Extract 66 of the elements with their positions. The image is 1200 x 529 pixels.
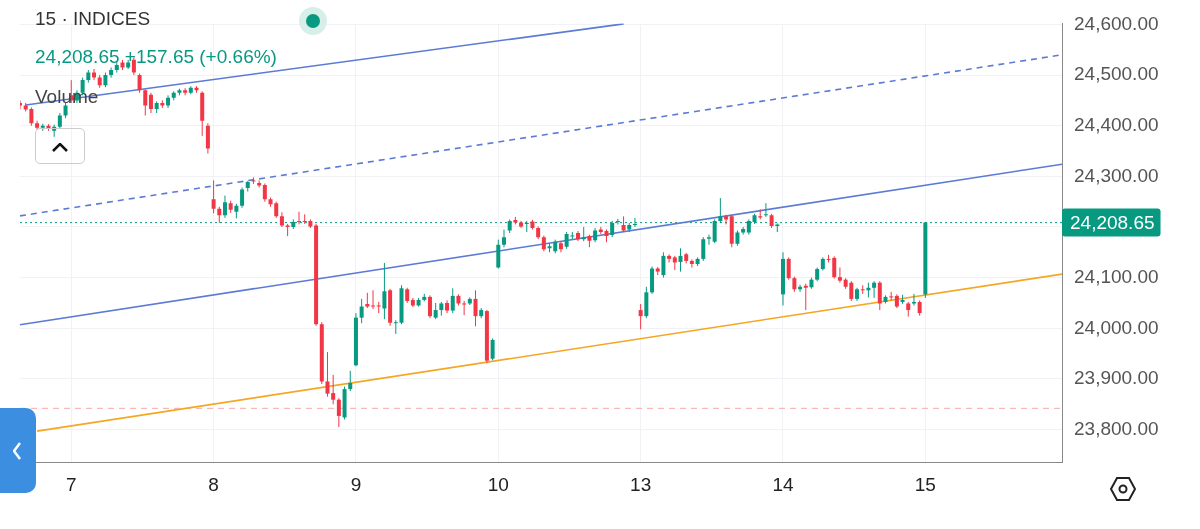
candlestick <box>262 182 267 203</box>
candlestick <box>490 337 495 361</box>
candlestick <box>183 87 188 96</box>
candlestick <box>758 208 763 220</box>
candlestick <box>701 236 706 262</box>
candlestick <box>661 251 666 279</box>
candlestick <box>724 214 729 225</box>
candlestick <box>496 239 501 270</box>
y-tick-label: 24,100.00 <box>1074 265 1159 287</box>
x-tick-label: 14 <box>772 473 794 495</box>
candlestick <box>877 280 882 311</box>
candlestick <box>706 234 711 246</box>
candlestick <box>450 287 455 314</box>
chart-title: 15 · INDICES <box>35 8 151 30</box>
candlestick <box>92 68 97 81</box>
candlestick <box>763 202 768 218</box>
x-tick-label: 13 <box>630 473 652 495</box>
candlestick <box>638 303 643 330</box>
candlestick <box>473 289 478 327</box>
candlestick <box>558 240 563 253</box>
candlestick <box>331 374 336 405</box>
candlestick <box>371 289 376 310</box>
candlestick <box>205 122 210 155</box>
candlestick <box>376 301 381 314</box>
candlestick <box>689 258 694 269</box>
candlestick <box>325 351 330 398</box>
candlestick <box>786 256 791 281</box>
candlestick <box>148 92 153 114</box>
candlestick <box>348 370 353 392</box>
candlestick <box>297 211 302 225</box>
candlestick <box>462 300 467 316</box>
y-tick-label: 23,900.00 <box>1074 367 1159 389</box>
candlestick <box>143 88 148 117</box>
y-tick-label: 24,400.00 <box>1074 113 1159 135</box>
candlestick <box>650 266 655 295</box>
text: 24,208.65 +157.65 (+0.66%) <box>35 46 277 68</box>
candlestick <box>501 229 506 248</box>
candlestick <box>678 247 683 273</box>
candlestick <box>211 179 216 214</box>
ref-line-label: 24,208.65 <box>1070 211 1155 233</box>
candlestick <box>872 280 877 299</box>
candlestick <box>741 226 746 236</box>
y-tick-label: 23,800.00 <box>1074 417 1159 439</box>
candlestick <box>644 286 649 319</box>
candlestick <box>359 298 364 324</box>
candlestick <box>382 262 387 320</box>
x-tick-label: 15 <box>914 473 936 495</box>
y-tick-label: 24,600.00 <box>1074 12 1159 34</box>
candlestick <box>837 267 842 284</box>
x-tick-label: 10 <box>487 473 509 495</box>
candlestick <box>166 94 171 109</box>
candlestick <box>222 195 227 219</box>
y-tick-label: 24,500.00 <box>1074 63 1159 85</box>
candlestick <box>137 73 142 94</box>
candlestick <box>240 187 245 209</box>
y-tick-label: 24,300.00 <box>1074 164 1159 186</box>
candlestick <box>109 66 114 79</box>
candlestick <box>29 106 34 127</box>
x-tick-label: 9 <box>350 473 362 495</box>
candlestick <box>427 294 432 319</box>
candlestick <box>667 253 672 263</box>
y-tick-label: 24,000.00 <box>1074 316 1159 338</box>
candlestick <box>336 397 341 428</box>
x-tick-label: 7 <box>65 473 77 495</box>
candlestick <box>803 283 808 311</box>
x-tick-label: 8 <box>208 473 219 495</box>
